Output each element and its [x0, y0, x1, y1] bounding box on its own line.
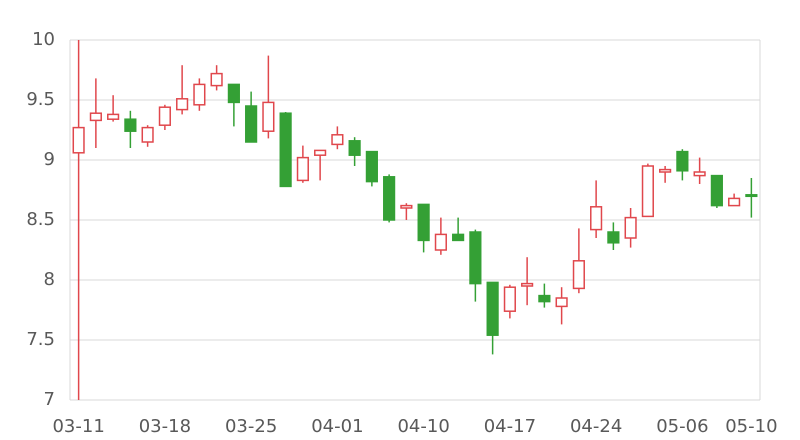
- x-tick-label: 04-01: [311, 416, 363, 437]
- candle-body: [210, 72, 223, 87]
- candle-body: [279, 112, 292, 188]
- candle-body: [348, 140, 361, 156]
- candle-body: [641, 165, 654, 218]
- candle-body: [383, 176, 396, 221]
- y-tick-label: 8.5: [26, 209, 55, 230]
- candle-body: [590, 206, 603, 231]
- candle-body: [262, 101, 275, 132]
- candle-body: [314, 149, 327, 156]
- y-tick-label: 7.5: [26, 329, 55, 350]
- candle-body: [745, 194, 758, 198]
- candle-body: [728, 197, 741, 207]
- x-tick-label: 03-25: [225, 416, 277, 437]
- candle-body: [296, 156, 309, 182]
- x-tick-label: 04-24: [570, 416, 622, 437]
- y-tick-label: 9.5: [26, 89, 55, 110]
- x-tick-label: 04-10: [397, 416, 449, 437]
- candle-body: [141, 126, 154, 143]
- candle-body: [572, 260, 585, 290]
- x-tick-label: 04-17: [484, 416, 536, 437]
- candle-body: [107, 113, 120, 120]
- y-tick-label: 10: [32, 29, 55, 50]
- candle-body: [607, 231, 620, 244]
- x-tick-label: 05-10: [725, 416, 777, 437]
- candle-body: [452, 233, 465, 242]
- candle-body: [72, 126, 85, 154]
- y-tick-label: 7: [44, 389, 55, 410]
- candle-body: [469, 231, 482, 285]
- candle-body: [555, 297, 568, 308]
- candle-body: [676, 150, 689, 172]
- candle-body: [176, 98, 189, 111]
- candle-body: [193, 83, 206, 106]
- x-tick-label: 03-11: [52, 416, 104, 437]
- y-tick-label: 9: [44, 149, 55, 170]
- candle-body: [331, 134, 344, 146]
- y-tick-label: 8: [44, 269, 55, 290]
- candle-body: [710, 174, 723, 207]
- candle-body: [124, 118, 137, 132]
- candle-body: [521, 282, 534, 287]
- x-tick-label: 03-18: [139, 416, 191, 437]
- candle-body: [693, 171, 706, 177]
- candle-body: [89, 112, 102, 122]
- candle-body: [245, 105, 258, 143]
- candle-body: [400, 204, 413, 209]
- candle-body: [659, 168, 672, 173]
- candle-body: [538, 294, 551, 303]
- x-tick-label: 05-06: [656, 416, 708, 437]
- candle-body: [624, 216, 637, 239]
- candle-body: [365, 150, 378, 183]
- candle-body: [434, 233, 447, 251]
- candle-body: [486, 281, 499, 336]
- candle-body: [158, 106, 171, 126]
- candle-body: [503, 286, 516, 312]
- candle-body: [417, 203, 430, 242]
- candle-body: [227, 83, 240, 104]
